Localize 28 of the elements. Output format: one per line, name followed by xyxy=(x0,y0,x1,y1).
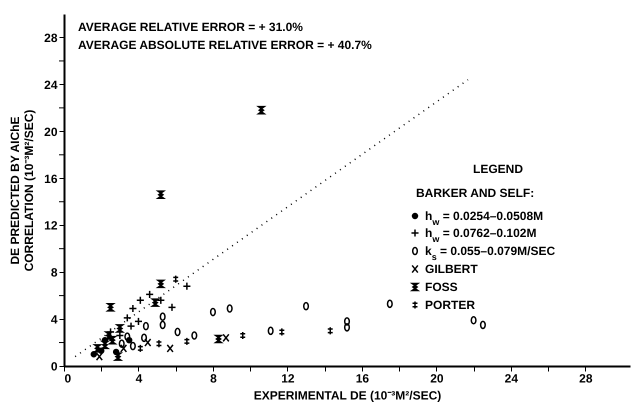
x-tick-label: 28 xyxy=(579,372,593,386)
x-tick-label: 0 xyxy=(64,372,72,386)
annotation: BARKER AND SELF: xyxy=(416,186,534,200)
y-tick-label: 0 xyxy=(50,360,58,374)
y-tick-label: 24 xyxy=(44,78,58,92)
legend-label: FOSS xyxy=(425,280,458,294)
legend-title: LEGEND xyxy=(472,162,524,176)
legend-label: PORTER xyxy=(425,298,476,312)
x-tick-label: 24 xyxy=(504,372,518,386)
x-axis-title: EXPERIMENTAL DE (10⁻³M²/SEC) xyxy=(254,388,442,402)
y-tick-label: 12 xyxy=(44,218,58,233)
annotation: AVERAGE RELATIVE ERROR = + 31.0% xyxy=(78,20,304,34)
legend-label: k$_{s}$ = 0.055–0.079M/SEC xyxy=(425,244,556,262)
y-tick-label: 4 xyxy=(50,312,58,327)
legend-label: h$_{w}$ = 0.0762–0.102M xyxy=(425,226,536,244)
x-tick-label: 12 xyxy=(281,372,295,386)
y-tick-label: 20 xyxy=(44,124,58,139)
legend-label: h$_{w}$ = 0.0254–0.0508M xyxy=(425,209,544,227)
x-tick-label: 8 xyxy=(210,372,218,386)
legend-label: GILBERT xyxy=(425,262,478,276)
y-tick-label: 16 xyxy=(44,172,58,186)
x-tick-label: 16 xyxy=(356,372,370,386)
y-axis-title: DE PREDICTED BY AIChE CORRELATION (10⁻³M²/SEC) xyxy=(8,110,36,272)
y-tick-label: 8 xyxy=(50,266,58,280)
x-tick-label: 20 xyxy=(430,372,444,386)
y-tick-label: 28 xyxy=(44,30,58,45)
x-tick-label: 4 xyxy=(136,372,143,386)
annotation: AVERAGE ABSOLUTE RELATIVE ERROR = + 40.7% xyxy=(78,38,372,52)
